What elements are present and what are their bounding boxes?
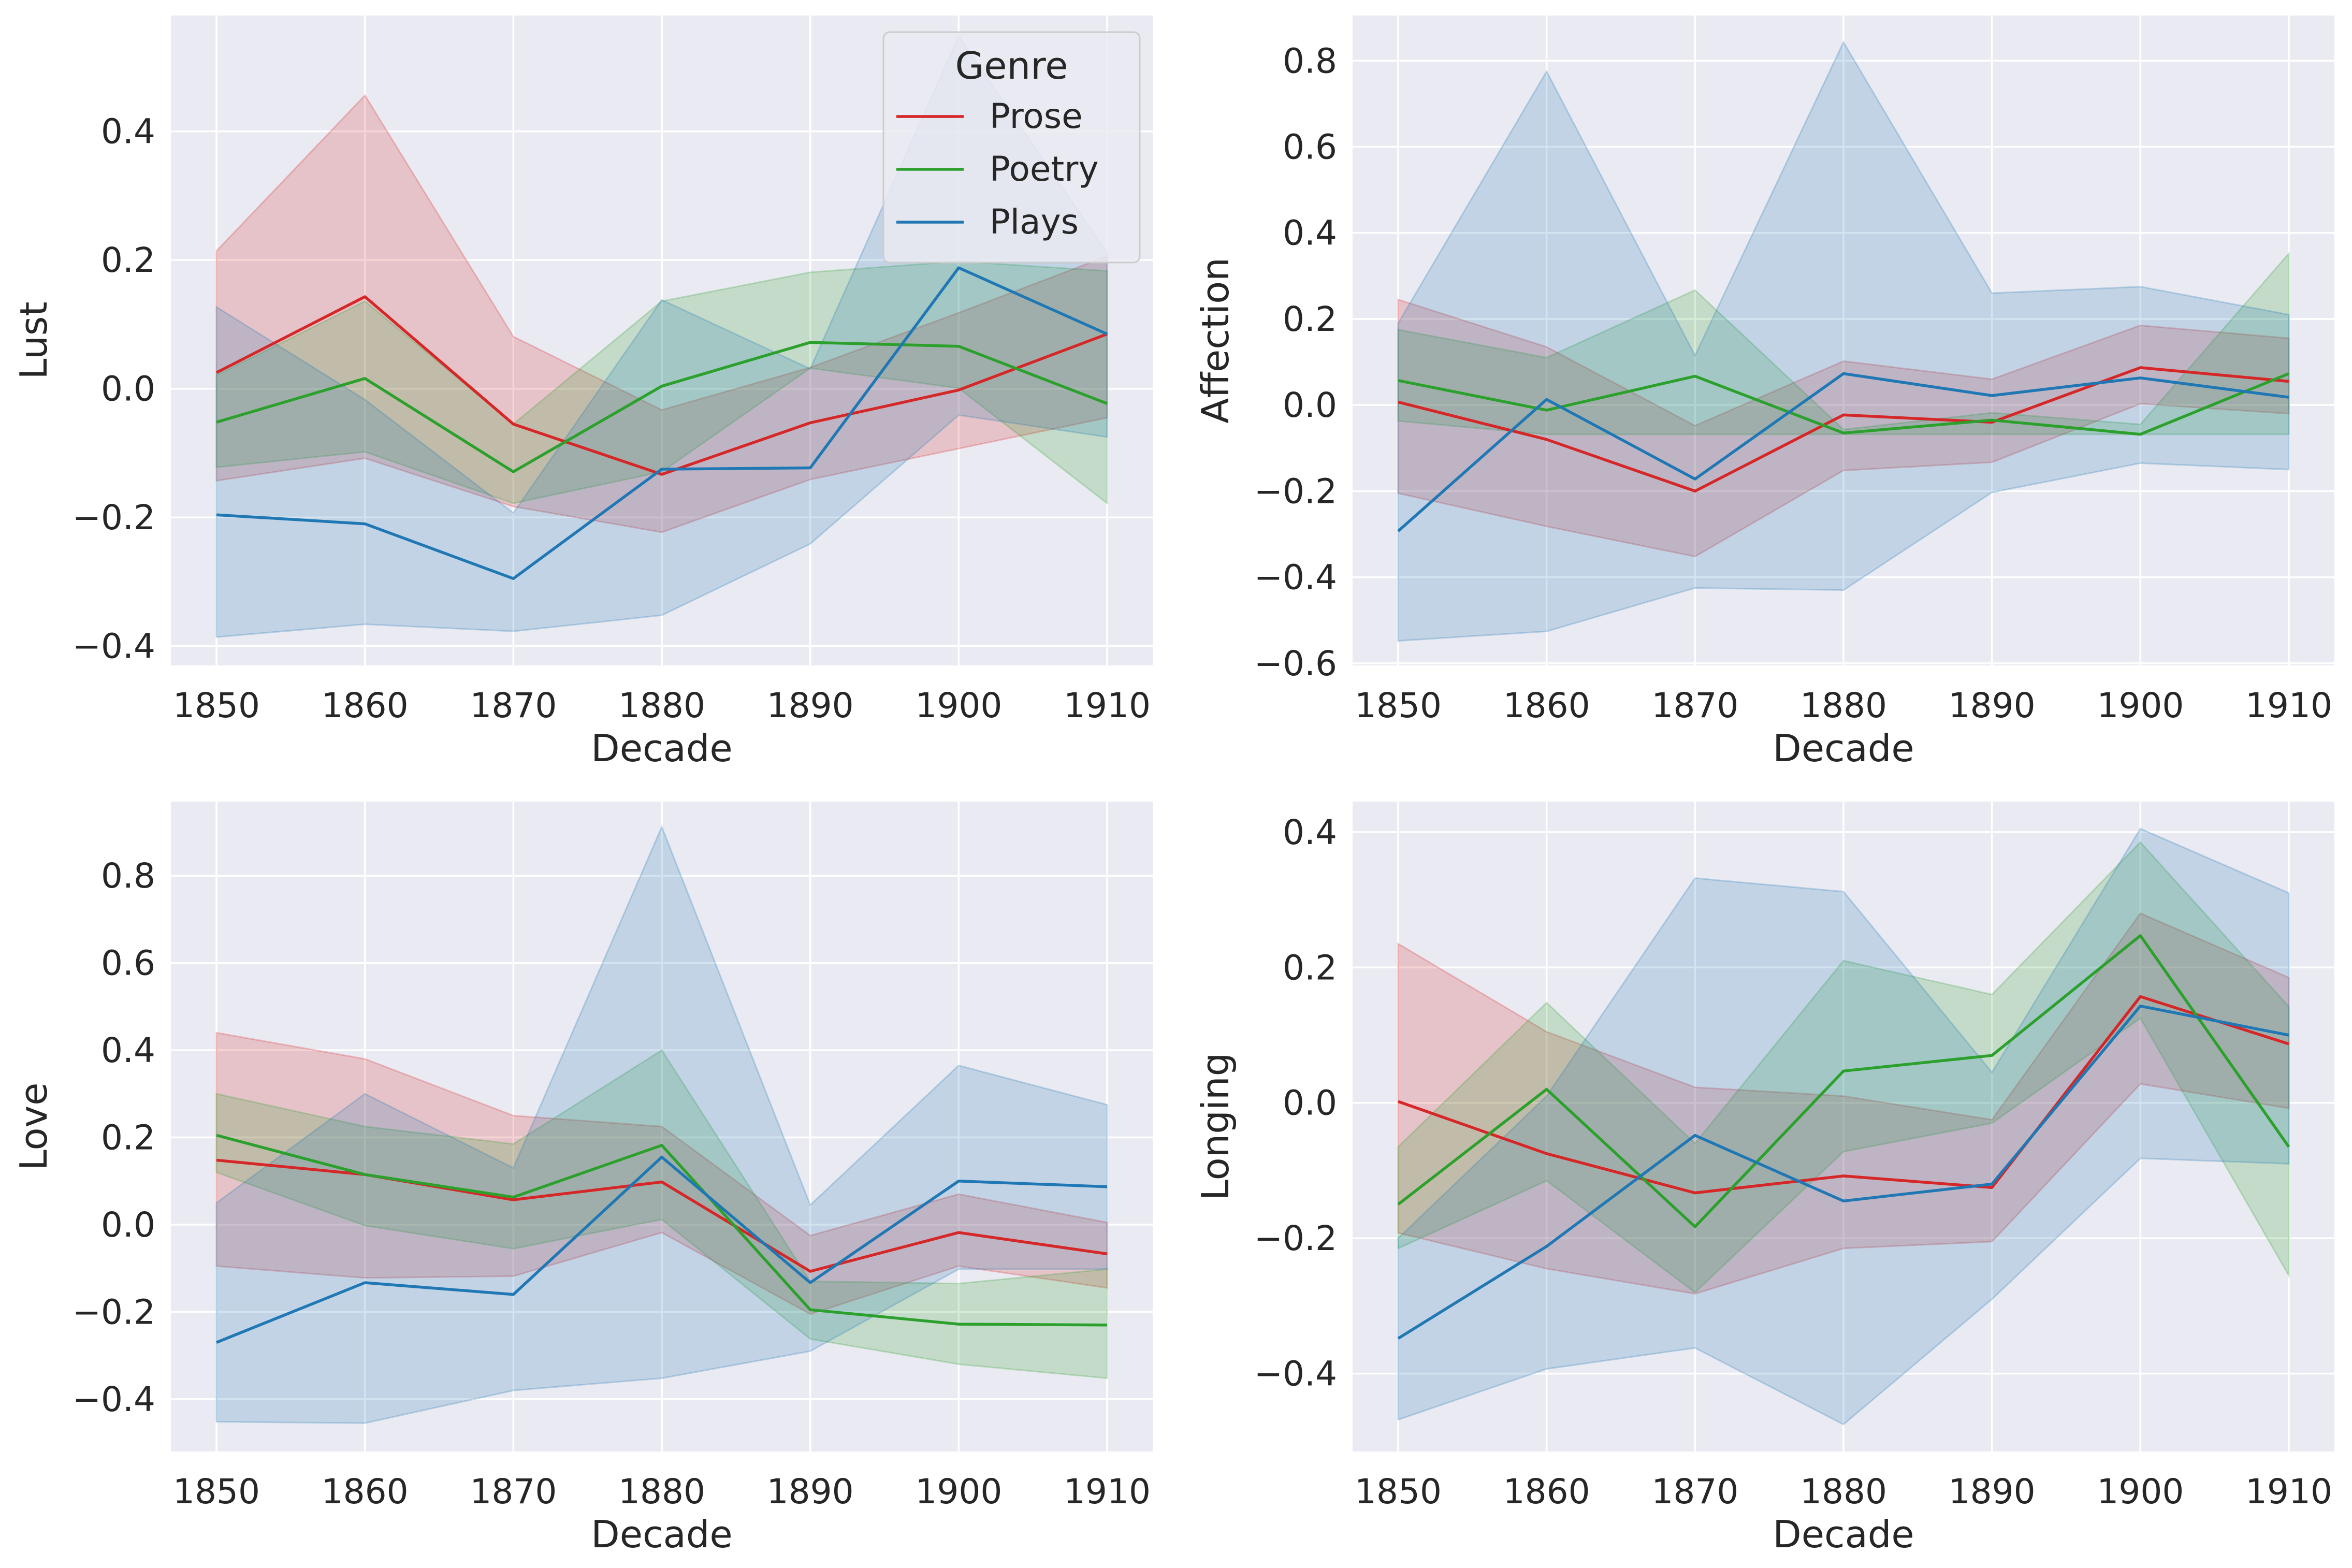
- x-tick-label: 1900: [2097, 1472, 2184, 1512]
- y-tick-label: 0.4: [101, 112, 155, 152]
- y-tick-label: 0.2: [101, 240, 155, 280]
- x-tick-label: 1860: [1503, 686, 1590, 725]
- y-tick-label: 0.4: [1283, 213, 1337, 253]
- ci-band-poetry: [215, 1049, 1108, 1380]
- x-tick-label: 1860: [322, 1472, 409, 1512]
- x-tick-label: 1890: [767, 686, 854, 725]
- x-tick-label: 1910: [1064, 1472, 1151, 1512]
- chart-panel-love: 1850 1860 1870 1880 1890 1900 1910 −0.4 −0.2 0.0 0…: [12, 802, 1153, 1556]
- chart-panel-lust: 1850 1860 1870 1880 1890 1900 1910 −0.4 −0.2 0.0 0…: [12, 16, 1153, 770]
- y-tick-label: −0.2: [1254, 1218, 1337, 1258]
- x-tick-label: 1870: [470, 686, 557, 725]
- legend-entry-prose: Prose: [990, 96, 1083, 136]
- y-tick-label: −0.4: [72, 627, 155, 666]
- ci-band-prose: [215, 94, 1108, 533]
- y-tick-label: 0.2: [1283, 299, 1337, 339]
- legend-box: [882, 31, 1141, 264]
- y-tick-label: −0.2: [72, 498, 155, 538]
- x-tick-label: 1900: [915, 1472, 1002, 1512]
- ci-band-plays: [1397, 827, 2290, 1426]
- ci-band-prose: [215, 1032, 1108, 1315]
- x-tick-label: 1870: [1651, 1472, 1738, 1512]
- y-tick-label: −0.4: [1254, 558, 1337, 598]
- y-axis-label: Lust: [12, 301, 55, 379]
- x-tick-label: 1870: [1651, 686, 1738, 725]
- y-tick-label: 0.4: [1283, 812, 1337, 852]
- y-tick-label: 0.6: [1283, 127, 1337, 167]
- y-tick-label: 0.8: [1283, 41, 1337, 81]
- y-tick-label: 0.2: [101, 1118, 155, 1158]
- y-tick-label: 0.6: [101, 943, 155, 983]
- y-tick-label: 0.0: [1283, 1083, 1337, 1123]
- x-axis-label: Decade: [591, 727, 732, 770]
- ci-band-plays: [1397, 40, 2290, 642]
- ci-band-plays: [215, 824, 1108, 1424]
- y-axis-label: Affection: [1194, 257, 1237, 424]
- y-tick-label: 0.0: [1283, 385, 1337, 425]
- x-tick-label: 1890: [1949, 1472, 2036, 1512]
- x-axis-label: Decade: [591, 1513, 732, 1556]
- x-tick-label: 1880: [1800, 1472, 1887, 1512]
- y-axis-label: Longing: [1194, 1053, 1237, 1201]
- x-tick-label: 1890: [1949, 686, 2036, 725]
- x-tick-label: 1850: [1355, 1472, 1442, 1512]
- x-tick-label: 1910: [2245, 686, 2332, 725]
- y-tick-label: 0.2: [1283, 948, 1337, 988]
- x-tick-label: 1850: [1355, 686, 1442, 725]
- y-axis-label: Love: [12, 1083, 55, 1171]
- x-axis-label: Decade: [1773, 1513, 1914, 1556]
- x-tick-label: 1850: [173, 1472, 260, 1512]
- x-tick-label: 1850: [173, 686, 260, 725]
- ci-band-poetry: [215, 260, 1108, 505]
- ci-band-prose: [1397, 298, 2290, 558]
- x-tick-label: 1860: [1503, 1472, 1590, 1512]
- x-tick-label: 1870: [470, 1472, 557, 1512]
- x-tick-label: 1880: [618, 1472, 705, 1512]
- legend-entry-poetry: Poetry: [990, 149, 1099, 189]
- x-tick-label: 1860: [322, 686, 409, 725]
- x-tick-label: 1880: [1800, 686, 1887, 725]
- y-tick-label: 0.8: [101, 856, 155, 896]
- ci-band-poetry: [1397, 841, 2290, 1294]
- y-tick-label: 0.0: [101, 1205, 155, 1245]
- y-tick-label: 0.0: [101, 369, 155, 409]
- y-tick-label: −0.6: [1254, 644, 1337, 684]
- x-tick-label: 1880: [618, 686, 705, 725]
- legend-entry-plays: Plays: [990, 202, 1079, 242]
- x-tick-label: 1910: [1064, 686, 1151, 725]
- x-axis-label: Decade: [1773, 727, 1914, 770]
- y-tick-label: −0.2: [1254, 471, 1337, 511]
- legend: Genre Prose Poetry Plays: [882, 31, 1141, 264]
- x-tick-label: 1890: [767, 1472, 854, 1512]
- chart-panel-affection: 1850 1860 1870 1880 1890 1900 1910 −0.6 −0.4 −0.2…: [1194, 16, 2334, 770]
- legend-title: Genre: [955, 44, 1068, 88]
- chart-panel-longing: 1850 1860 1870 1880 1890 1900 1910 −0.4 −0.2 0.0 0…: [1194, 802, 2334, 1556]
- x-tick-label: 1900: [915, 686, 1002, 725]
- y-tick-label: 0.4: [101, 1030, 155, 1070]
- ci-band-poetry: [1397, 251, 2290, 435]
- x-tick-label: 1910: [2245, 1472, 2332, 1512]
- y-tick-label: −0.4: [1254, 1354, 1337, 1394]
- y-tick-label: −0.2: [72, 1292, 155, 1332]
- ci-band-prose: [1397, 912, 2290, 1295]
- y-tick-label: −0.4: [72, 1380, 155, 1419]
- x-tick-label: 1900: [2097, 686, 2184, 725]
